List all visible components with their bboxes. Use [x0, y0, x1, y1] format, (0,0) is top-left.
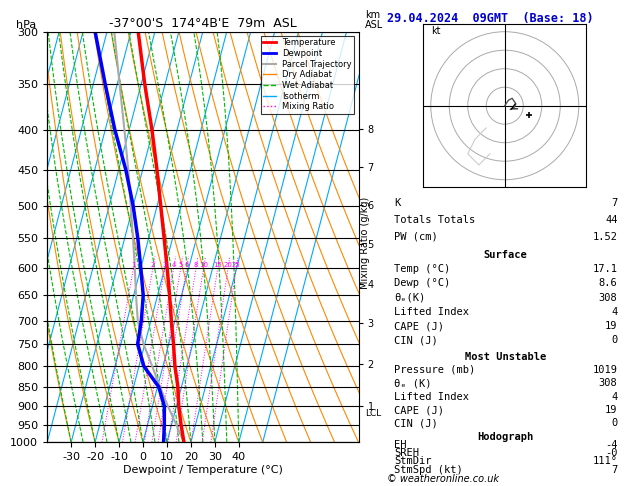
Text: StmSpd (kt): StmSpd (kt): [394, 465, 463, 475]
Text: K: K: [394, 198, 400, 208]
Text: 4: 4: [611, 307, 618, 317]
Text: θₑ(K): θₑ(K): [394, 293, 425, 303]
Text: Lifted Index: Lifted Index: [394, 307, 469, 317]
Text: θₑ (K): θₑ (K): [394, 378, 431, 388]
Text: LCL: LCL: [365, 409, 382, 418]
Text: CAPE (J): CAPE (J): [394, 321, 444, 331]
Text: 10: 10: [199, 262, 208, 268]
Text: PW (cm): PW (cm): [394, 232, 438, 242]
Text: CIN (J): CIN (J): [394, 335, 438, 346]
Text: 1: 1: [131, 262, 136, 268]
Text: 4: 4: [611, 392, 618, 402]
Text: 1019: 1019: [593, 365, 618, 375]
Text: 0: 0: [611, 335, 618, 346]
Text: 17.1: 17.1: [593, 264, 618, 274]
Text: CAPE (J): CAPE (J): [394, 405, 444, 415]
Text: © weatheronline.co.uk: © weatheronline.co.uk: [387, 473, 499, 484]
Text: 44: 44: [605, 215, 618, 225]
Text: 29.04.2024  09GMT  (Base: 18): 29.04.2024 09GMT (Base: 18): [387, 12, 593, 25]
Text: 4: 4: [172, 262, 176, 268]
Text: EH: EH: [394, 440, 406, 450]
Text: 111°: 111°: [593, 456, 618, 467]
Text: StmDir: StmDir: [394, 456, 431, 467]
Text: 1.52: 1.52: [593, 232, 618, 242]
Text: 8.6: 8.6: [599, 278, 618, 289]
Text: Totals Totals: Totals Totals: [394, 215, 476, 225]
Text: Pressure (mb): Pressure (mb): [394, 365, 476, 375]
Text: 15: 15: [213, 262, 222, 268]
Text: 7: 7: [611, 465, 618, 475]
Title: -37°00'S  174°4B'E  79m  ASL: -37°00'S 174°4B'E 79m ASL: [109, 17, 297, 31]
Text: 0: 0: [611, 418, 618, 429]
Text: 19: 19: [605, 321, 618, 331]
Text: SREH: SREH: [394, 448, 419, 458]
Text: hPa: hPa: [16, 19, 36, 30]
Text: 6: 6: [184, 262, 189, 268]
Text: 2: 2: [151, 262, 155, 268]
Text: CIN (J): CIN (J): [394, 418, 438, 429]
Text: 308: 308: [599, 293, 618, 303]
Text: km
ASL: km ASL: [365, 10, 383, 30]
Text: Surface: Surface: [484, 250, 528, 260]
Text: Temp (°C): Temp (°C): [394, 264, 450, 274]
Text: Most Unstable: Most Unstable: [465, 351, 547, 362]
Text: Lifted Index: Lifted Index: [394, 392, 469, 402]
Text: Hodograph: Hodograph: [477, 432, 534, 442]
Text: 8: 8: [194, 262, 198, 268]
X-axis label: Dewpoint / Temperature (°C): Dewpoint / Temperature (°C): [123, 465, 283, 475]
Text: -4: -4: [605, 440, 618, 450]
Text: Dewp (°C): Dewp (°C): [394, 278, 450, 289]
Text: 25: 25: [232, 262, 241, 268]
Text: 19: 19: [605, 405, 618, 415]
Text: Mixing Ratio (g/kg): Mixing Ratio (g/kg): [360, 197, 370, 289]
Text: 7: 7: [611, 198, 618, 208]
Text: -0: -0: [605, 448, 618, 458]
Text: 5: 5: [179, 262, 183, 268]
Text: 308: 308: [599, 378, 618, 388]
Text: kt: kt: [431, 26, 440, 35]
Text: 3: 3: [163, 262, 167, 268]
Legend: Temperature, Dewpoint, Parcel Trajectory, Dry Adiabat, Wet Adiabat, Isotherm, Mi: Temperature, Dewpoint, Parcel Trajectory…: [260, 36, 354, 114]
Text: 20: 20: [224, 262, 233, 268]
